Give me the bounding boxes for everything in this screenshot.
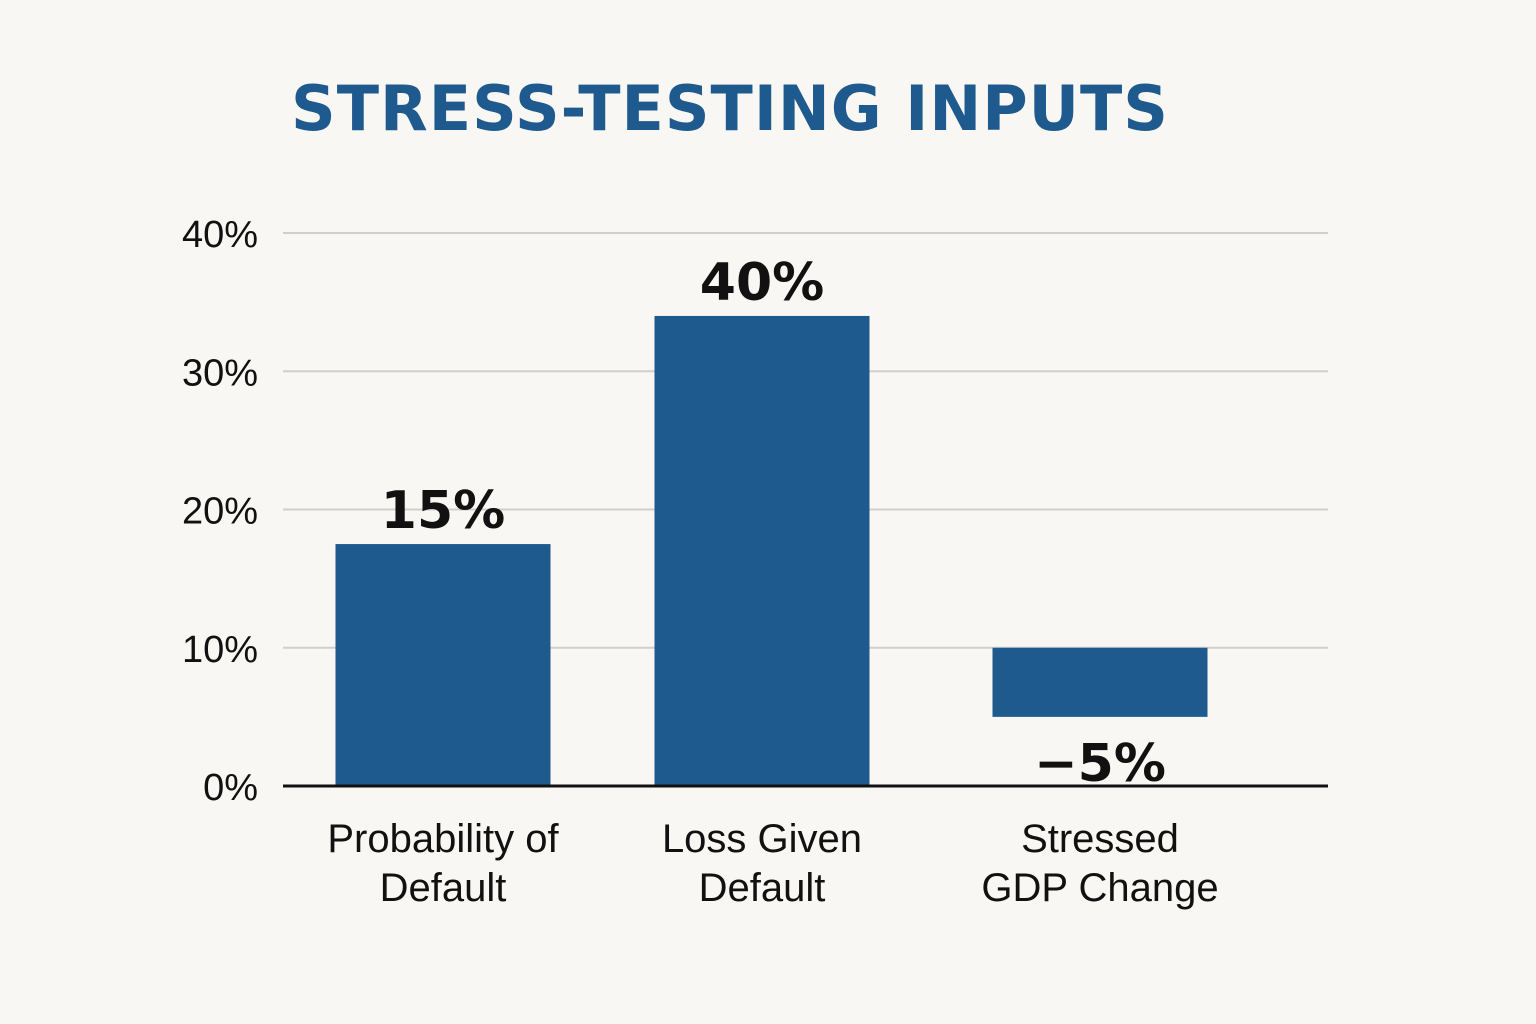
category-label: Probability of Default	[327, 817, 559, 910]
category-label: Loss Given Default	[662, 817, 862, 910]
y-tick-label: 20%	[182, 491, 258, 533]
category-label: Stressed GDP Change	[981, 817, 1218, 910]
bar-value-label: 15%	[381, 481, 505, 541]
chart-title: STRESS-TESTING INPUTS	[291, 72, 1169, 145]
y-axis-ticks: 0% 10% 20% 30% 40%	[182, 214, 258, 809]
y-tick-label: 30%	[182, 352, 258, 394]
category-labels: Probability of Default Loss Given Default St…	[327, 817, 1218, 910]
y-tick-label: 0%	[203, 767, 258, 809]
bar	[654, 315, 870, 786]
y-tick-label: 40%	[182, 214, 258, 256]
y-tick-label: 10%	[182, 629, 258, 671]
bar-value-label: 40%	[700, 253, 824, 313]
bar-value-label: −5%	[1034, 734, 1166, 794]
data-labels: 15% 40% −5%	[381, 253, 1166, 794]
bars	[335, 315, 1208, 786]
bar	[335, 544, 551, 786]
bar	[992, 647, 1208, 717]
